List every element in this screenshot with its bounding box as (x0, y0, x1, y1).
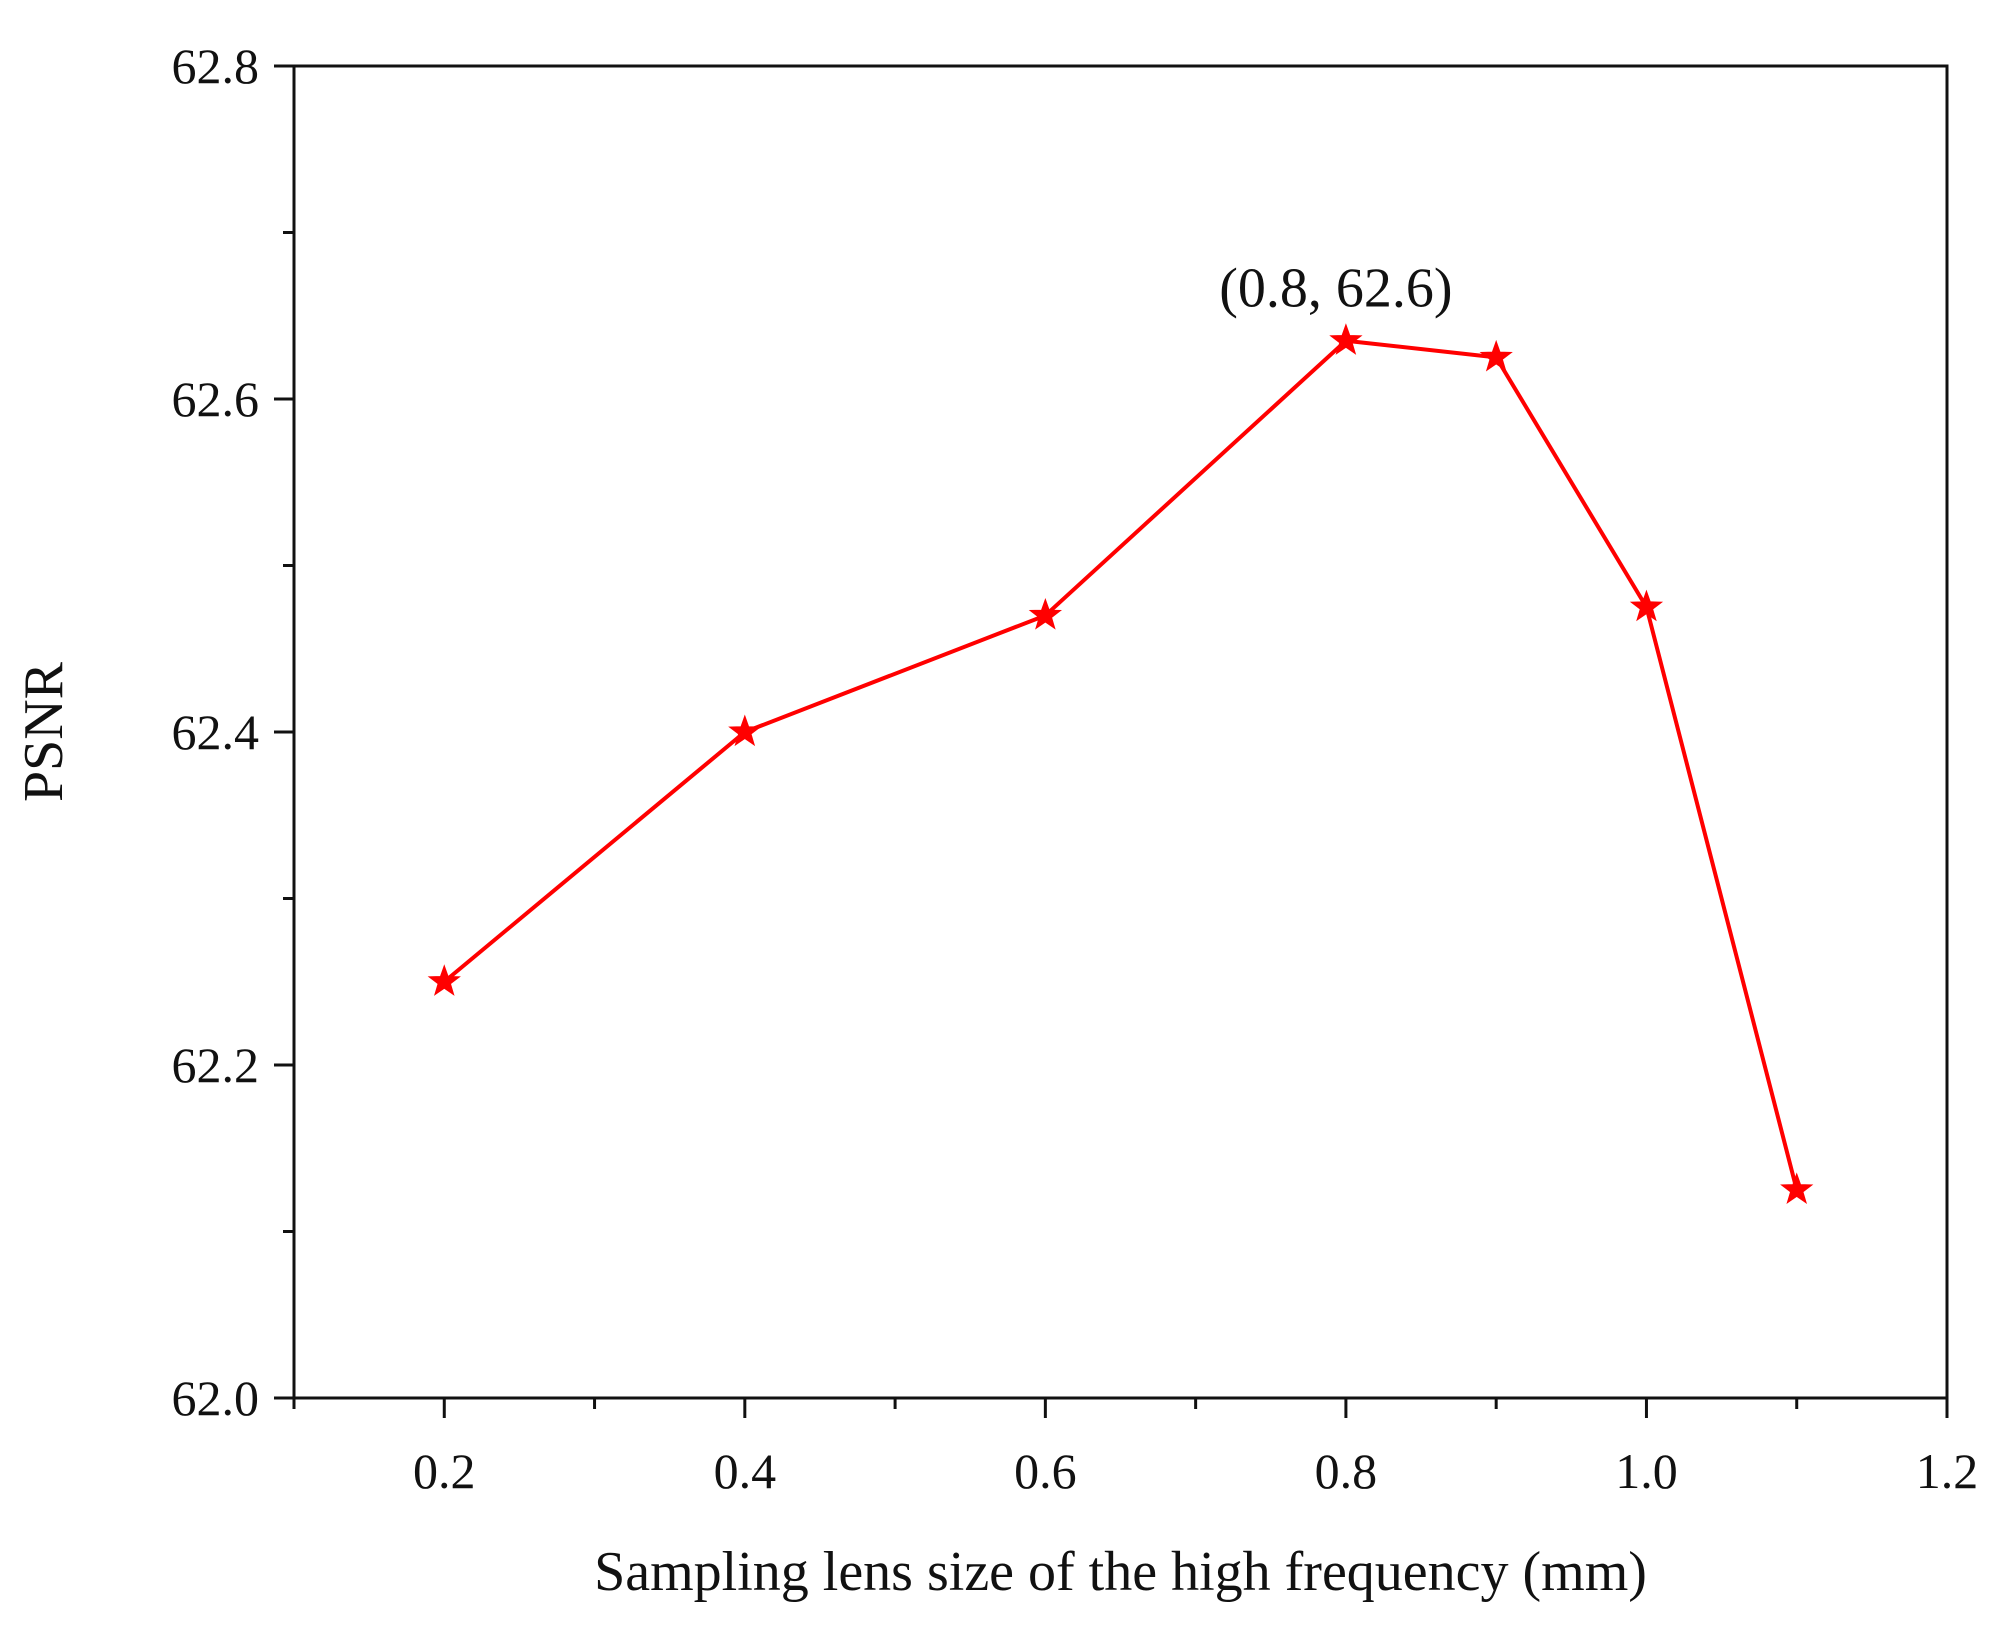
x-axis: 0.2 0.4 0.6 0.8 1.0 1.2 (292, 1398, 1979, 1499)
y-tick-label: 62.6 (172, 371, 260, 427)
series-line (442, 338, 1799, 1191)
data-point-star (1629, 589, 1664, 622)
y-tick-label: 62.8 (172, 38, 260, 94)
data-point-star (1028, 597, 1062, 630)
x-tick-label: 0.2 (413, 1443, 476, 1499)
x-tick-label: 0.8 (1315, 1443, 1378, 1499)
peak-annotation: (0.8, 62.6) (1219, 258, 1452, 320)
x-axis-title: Sampling lens size of the high frequency… (594, 1541, 1647, 1603)
annotation-layer: (0.8, 62.6) (1219, 258, 1452, 320)
y-tick-label: 62.0 (172, 1370, 260, 1426)
y-tick-label: 62.2 (172, 1037, 260, 1093)
data-point-star (1780, 1172, 1814, 1205)
data-point-star (728, 714, 762, 747)
y-axis-title: PSNR (13, 661, 75, 802)
data-point-star (1479, 339, 1513, 372)
series-layer (427, 323, 1814, 1205)
x-tick-label: 0.6 (1014, 1443, 1077, 1499)
plot-frame (292, 64, 1949, 1400)
y-axis: 62.0 62.2 62.4 62.6 62.8 (172, 38, 294, 1426)
y-tick-label: 62.4 (172, 704, 260, 760)
x-tick-label: 1.0 (1615, 1443, 1678, 1499)
x-tick-label: 0.4 (714, 1443, 777, 1499)
plot-border (292, 64, 1949, 1400)
data-point-star (1329, 323, 1363, 355)
x-tick-label: 1.2 (1916, 1443, 1979, 1499)
data-point-star (427, 964, 461, 996)
